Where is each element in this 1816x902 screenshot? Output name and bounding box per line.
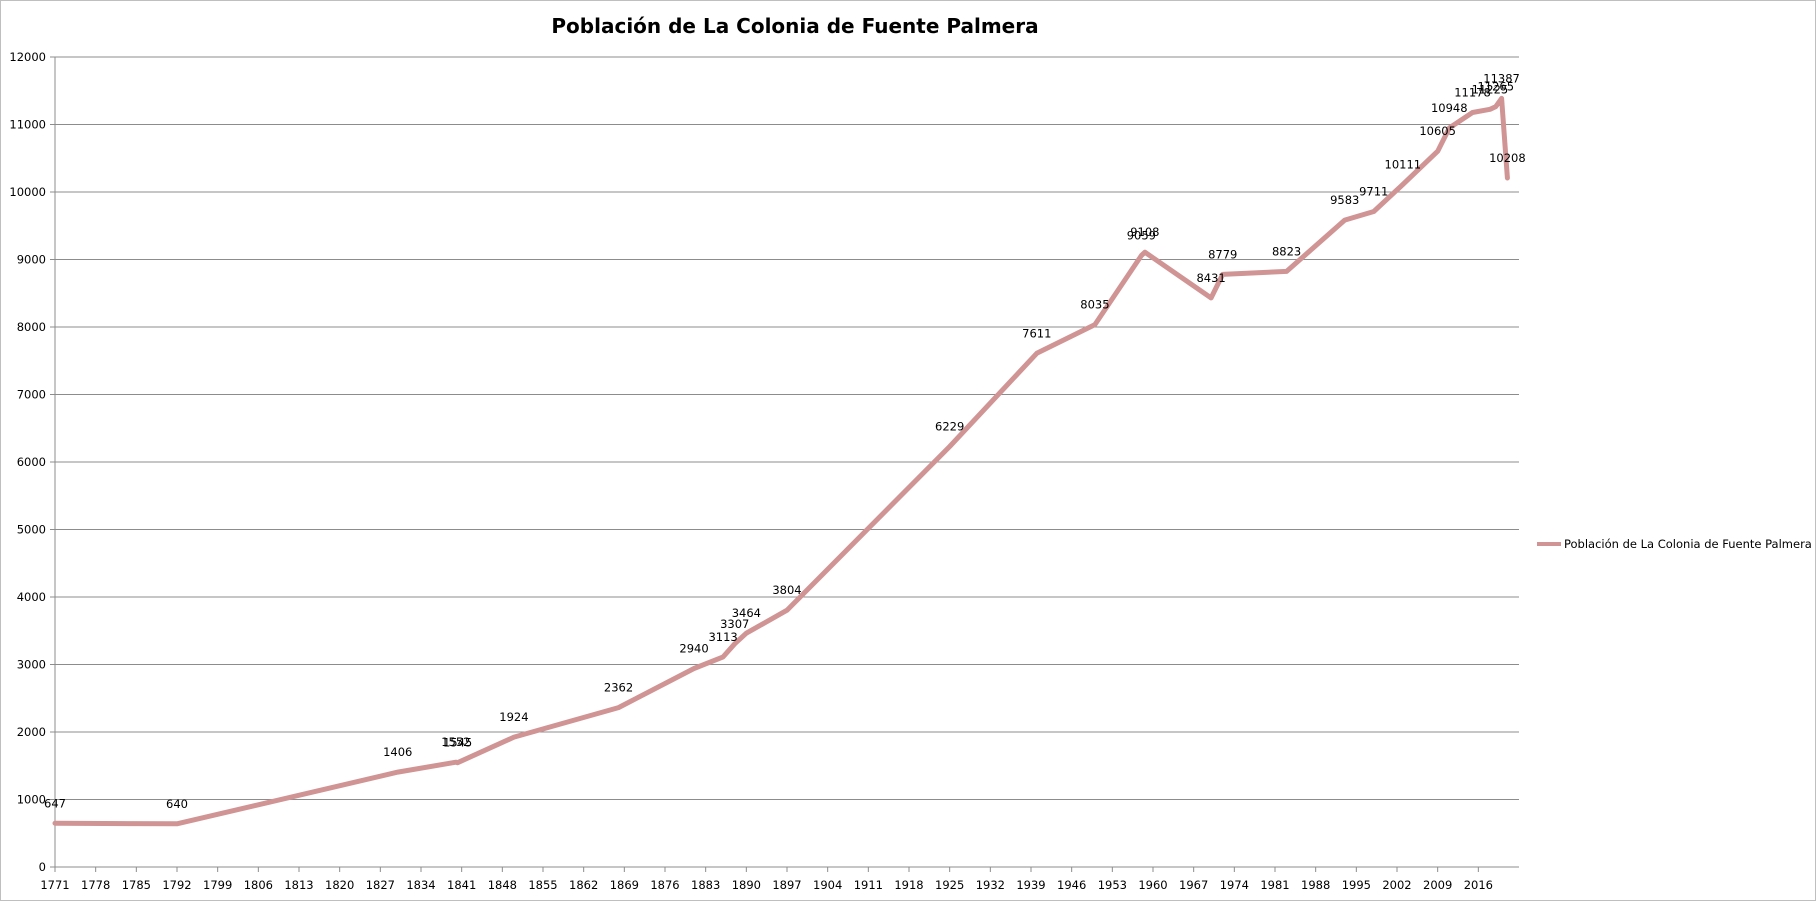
- x-tick-label: 1988: [1301, 878, 1330, 892]
- data-label: 640: [166, 797, 188, 811]
- data-label: 3804: [772, 583, 801, 597]
- x-tick-label: 1841: [447, 878, 476, 892]
- data-label: 8779: [1208, 247, 1237, 261]
- data-label: 9108: [1130, 225, 1159, 239]
- data-label: 8035: [1080, 298, 1109, 312]
- data-label: 11178: [1454, 85, 1491, 99]
- legend: Población de La Colonia de Fuente Palmer…: [1537, 537, 1812, 551]
- x-tick-label: 1890: [732, 878, 761, 892]
- y-tick-label: 1000: [17, 793, 46, 807]
- x-tick-label: 1862: [569, 878, 598, 892]
- x-tick-label: 1904: [813, 878, 842, 892]
- x-tick-label: 1848: [488, 878, 517, 892]
- y-tick-label: 11000: [9, 118, 46, 132]
- x-tick-label: 1939: [1016, 878, 1045, 892]
- y-tick-label: 0: [39, 860, 46, 874]
- data-label: 6229: [935, 420, 964, 434]
- x-tick-label: 1897: [772, 878, 801, 892]
- chart-title: Población de La Colonia de Fuente Palmer…: [551, 14, 1038, 38]
- x-tick-label: 1960: [1138, 878, 1167, 892]
- data-label: 11225: [1472, 82, 1509, 96]
- x-tick-label: 1974: [1220, 878, 1249, 892]
- y-tick-label: 10000: [9, 185, 46, 199]
- data-label: 9583: [1330, 193, 1359, 207]
- y-tick-label: 3000: [17, 658, 46, 672]
- x-tick-label: 1876: [650, 878, 679, 892]
- y-tick-label: 9000: [17, 253, 46, 267]
- x-tick-label: 1911: [854, 878, 883, 892]
- x-tick-label: 1813: [284, 878, 313, 892]
- x-tick-label: 1953: [1098, 878, 1127, 892]
- x-tick-label: 1792: [162, 878, 191, 892]
- x-tick-label: 2009: [1423, 878, 1452, 892]
- x-tick-label: 1834: [406, 878, 435, 892]
- data-label: 8823: [1272, 244, 1301, 258]
- data-label: 8431: [1196, 271, 1225, 285]
- legend-label: Población de La Colonia de Fuente Palmer…: [1564, 537, 1812, 551]
- x-tick-label: 1883: [691, 878, 720, 892]
- data-label: 11387: [1483, 71, 1520, 85]
- data-label: 3464: [732, 606, 761, 620]
- x-tick-label: 1932: [976, 878, 1005, 892]
- data-label: 10208: [1489, 151, 1526, 165]
- x-tick-label: 1778: [81, 878, 110, 892]
- y-tick-label: 7000: [17, 388, 46, 402]
- x-tick-label: 1785: [122, 878, 151, 892]
- series-line: [52, 95, 1510, 827]
- x-tick-label: 1799: [203, 878, 232, 892]
- data-label: 10605: [1419, 124, 1456, 138]
- x-tick-label: 1806: [244, 878, 273, 892]
- data-label: 11265: [1477, 80, 1514, 94]
- x-tick-label: 1946: [1057, 878, 1086, 892]
- data-label: 10948: [1431, 101, 1468, 115]
- y-axis-ticks: 0 1000 2000 3000 4000 5000 6000 7000 8000 9000 100…: [9, 50, 46, 874]
- data-label: 9711: [1359, 185, 1388, 199]
- gridlines: [55, 56, 1519, 800]
- data-label: 3307: [720, 617, 749, 631]
- x-tick-label: 1995: [1342, 878, 1371, 892]
- y-tick-label: 4000: [17, 590, 46, 604]
- x-tick-label: 1827: [366, 878, 395, 892]
- y-tick-label: 5000: [17, 523, 46, 537]
- x-axis-ticks: 1771 1778 1785 1792 1799 1806 1813 1820 1827 1834…: [40, 878, 1493, 892]
- data-label: 9059: [1127, 229, 1156, 243]
- data-label: 1545: [443, 736, 472, 750]
- data-label: 1924: [499, 710, 528, 724]
- x-tick-label: 1771: [40, 878, 69, 892]
- data-label: 647: [44, 796, 66, 810]
- data-label: 2362: [604, 681, 633, 695]
- y-tick-label: 8000: [17, 320, 46, 334]
- y-tick-label: 6000: [17, 455, 46, 469]
- x-tick-label: 1925: [935, 878, 964, 892]
- y-tick-label: 2000: [17, 725, 46, 739]
- y-tick-label: 12000: [9, 50, 46, 64]
- data-label: 2940: [679, 642, 708, 656]
- x-tick-label: 1981: [1260, 878, 1289, 892]
- data-label: 1406: [383, 745, 412, 759]
- data-label: 3113: [708, 630, 737, 644]
- x-tick-label: 1918: [894, 878, 923, 892]
- axes: [50, 56, 1519, 872]
- data-label: 7611: [1022, 326, 1051, 340]
- x-tick-label: 1869: [610, 878, 639, 892]
- x-tick-label: 2016: [1464, 878, 1493, 892]
- x-tick-label: 2002: [1382, 878, 1411, 892]
- data-label: 1552: [441, 735, 470, 749]
- series-layer: [52, 95, 1510, 827]
- data-label: 10111: [1385, 158, 1422, 172]
- x-tick-label: 1967: [1179, 878, 1208, 892]
- x-tick-label: 1820: [325, 878, 354, 892]
- x-tick-label: 1855: [528, 878, 557, 892]
